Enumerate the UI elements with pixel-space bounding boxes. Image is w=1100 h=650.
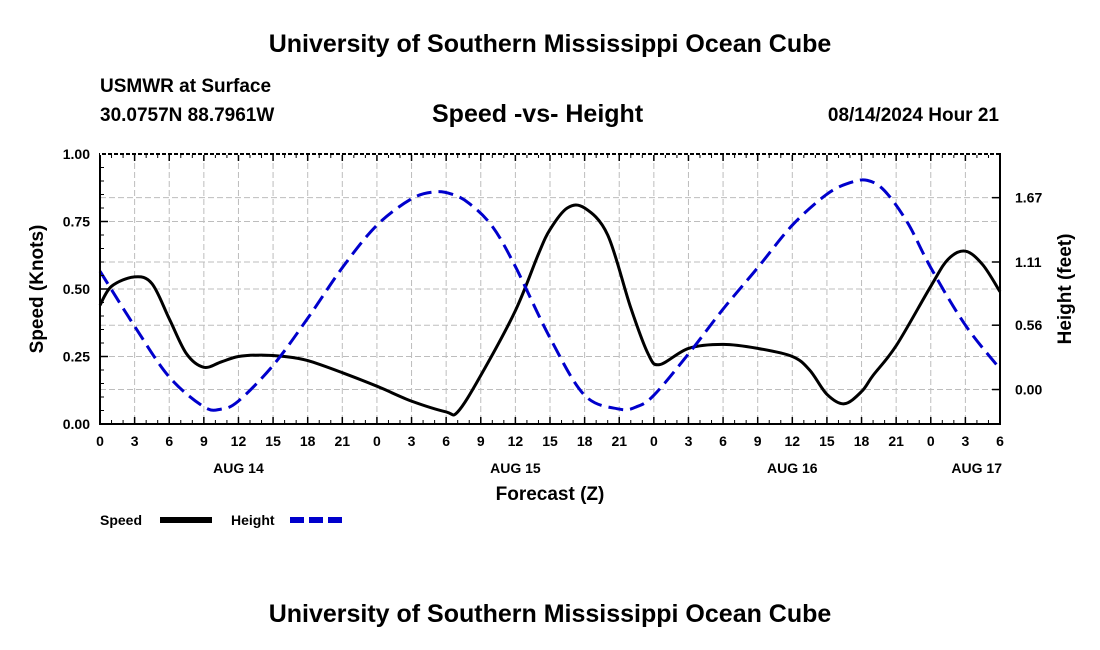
date-label: AUG 17 [951, 460, 1002, 476]
y2-tick-label: 0.56 [1015, 317, 1042, 333]
x-tick-label: 0 [373, 433, 381, 449]
x-tick-label: 15 [265, 433, 281, 449]
y-tick-label: 0.00 [63, 416, 90, 432]
x-tick-label: 21 [335, 433, 351, 449]
x-tick-label: 6 [165, 433, 173, 449]
x-tick-label: 18 [577, 433, 593, 449]
y2-tick-label: 1.67 [1015, 190, 1042, 206]
x-tick-label: 9 [477, 433, 485, 449]
y-tick-label: 0.25 [63, 349, 90, 365]
date-label: AUG 14 [213, 460, 264, 476]
x-tick-label: 21 [888, 433, 904, 449]
x-tick-label: 12 [785, 433, 801, 449]
legend-label-height: Height [231, 512, 275, 528]
series-line-height [98, 178, 1002, 412]
x-tick-label: 3 [408, 433, 416, 449]
x-axis-title: Forecast (Z) [496, 484, 605, 505]
x-tick-label: 12 [508, 433, 524, 449]
x-tick-label: 0 [96, 433, 104, 449]
y2-tick-label: 1.11 [1015, 254, 1042, 270]
x-tick-label: 0 [927, 433, 935, 449]
series-line-speed [98, 203, 1002, 417]
x-tick-label: 6 [719, 433, 727, 449]
x-tick-label: 15 [819, 433, 835, 449]
x-tick-label: 6 [996, 433, 1004, 449]
x-tick-label: 3 [131, 433, 139, 449]
station-label: USMWR at Surface [100, 76, 272, 97]
y-tick-label: 0.50 [63, 281, 90, 297]
legend-label-speed: Speed [100, 512, 142, 528]
y2-axis-title: Height (feet) [1055, 234, 1076, 345]
axes: 0 3 6 9 12 15 18 21 0 3 6 9 12 15 18 21 0 3 6 9 12 15 18 21 0 3 6 A… [63, 146, 1043, 476]
page-title: University of Southern Mississippi Ocean… [268, 30, 832, 58]
y-axis-title: Speed (Knots) [27, 225, 48, 354]
x-tick-label: 21 [611, 433, 627, 449]
x-tick-label: 6 [442, 433, 450, 449]
x-tick-label: 3 [961, 433, 969, 449]
x-tick-label: 9 [754, 433, 762, 449]
station-coordinates: 30.0757N 88.7961W [100, 105, 275, 126]
x-tick-label: 9 [200, 433, 208, 449]
x-tick-label: 3 [685, 433, 693, 449]
date-label: AUG 16 [767, 460, 818, 476]
legend: Speed Height [100, 512, 342, 528]
y2-tick-label: 0.00 [1015, 382, 1042, 398]
x-tick-label: 15 [542, 433, 558, 449]
forecast-date: 08/14/2024 Hour 21 [827, 105, 999, 126]
chart-title: Speed -vs- Height [432, 100, 644, 128]
y-tick-label: 1.00 [63, 146, 90, 162]
grid [100, 154, 1000, 424]
date-label: AUG 15 [490, 460, 541, 476]
series-lines [98, 178, 1002, 417]
x-tick-label: 18 [300, 433, 316, 449]
y-tick-label: 0.75 [63, 214, 90, 230]
x-tick-label: 18 [854, 433, 870, 449]
x-tick-label: 12 [231, 433, 247, 449]
x-tick-label: 0 [650, 433, 658, 449]
footer-title: University of Southern Mississippi Ocean… [268, 600, 832, 628]
